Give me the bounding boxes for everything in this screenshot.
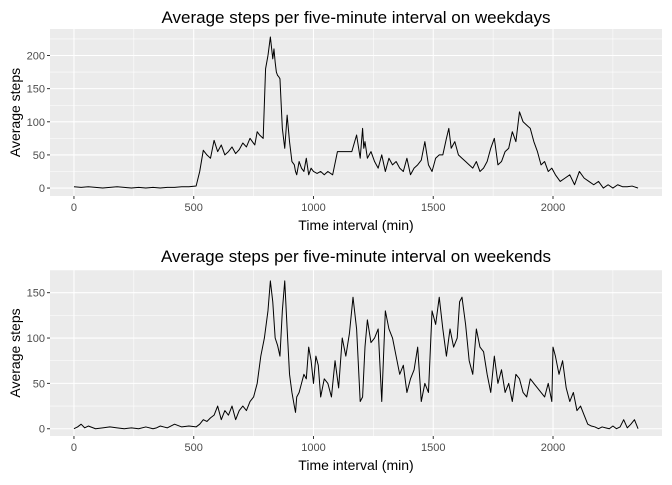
weekdays-chart-title: Average steps per five-minute interval o… <box>162 8 551 27</box>
weekends-y-tick-label: 100 <box>27 333 45 345</box>
weekends-x-tick-label: 1000 <box>301 442 325 454</box>
weekends-x-tick-label: 1500 <box>421 442 445 454</box>
weekends-x-axis-title: Time interval (min) <box>298 457 413 473</box>
weekends-grid <box>50 269 662 436</box>
weekdays-x-tick-label: 1500 <box>421 202 445 214</box>
weekends-x-tick-label: 500 <box>185 442 203 454</box>
weekdays-steps-line <box>73 36 639 189</box>
weekdays-y-tick-label: 50 <box>33 150 45 162</box>
weekends-axes: 0 500 1000 1500 2000 0 50 100 150 <box>27 288 566 454</box>
weekends-x-tick-label: 0 <box>71 442 77 454</box>
weekends-x-tick-label: 2000 <box>541 442 565 454</box>
weekends-series <box>73 280 639 430</box>
weekends-y-tick-label: 0 <box>39 424 45 436</box>
weekends-chart-title: Average steps per five-minute interval o… <box>161 247 551 266</box>
weekdays-y-tick-label: 100 <box>27 117 45 129</box>
weekdays-grid <box>50 29 662 196</box>
weekdays-y-tick-label: 0 <box>39 183 45 195</box>
weekdays-y-tick-label: 150 <box>27 84 45 96</box>
weekdays-x-tick-label: 500 <box>185 202 203 214</box>
weekdays-x-tick-label: 2000 <box>541 202 565 214</box>
weekends-y-tick-label: 50 <box>33 378 45 390</box>
weekdays-x-axis-title: Time interval (min) <box>298 217 413 233</box>
weekdays-y-tick-label: 200 <box>27 51 45 63</box>
weekends-y-axis-title: Average steps <box>7 308 23 397</box>
weekdays-x-tick-label: 1000 <box>301 202 325 214</box>
weekdays-x-tick-label: 0 <box>71 202 77 214</box>
weekends-plot-panel <box>50 270 662 436</box>
weekends-y-tick-label: 150 <box>27 288 45 300</box>
weekdays-y-axis-title: Average steps <box>7 68 23 157</box>
weekends-steps-line <box>73 280 639 430</box>
weekdays-series <box>73 36 639 189</box>
weekdays-axes: 0 500 1000 1500 2000 0 50 100 150 200 <box>27 51 566 214</box>
weekdays-chart: Average steps per five-minute interval o… <box>7 8 662 233</box>
weekdays-plot-panel <box>50 29 662 196</box>
weekends-chart: Average steps per five-minute interval o… <box>7 247 662 473</box>
